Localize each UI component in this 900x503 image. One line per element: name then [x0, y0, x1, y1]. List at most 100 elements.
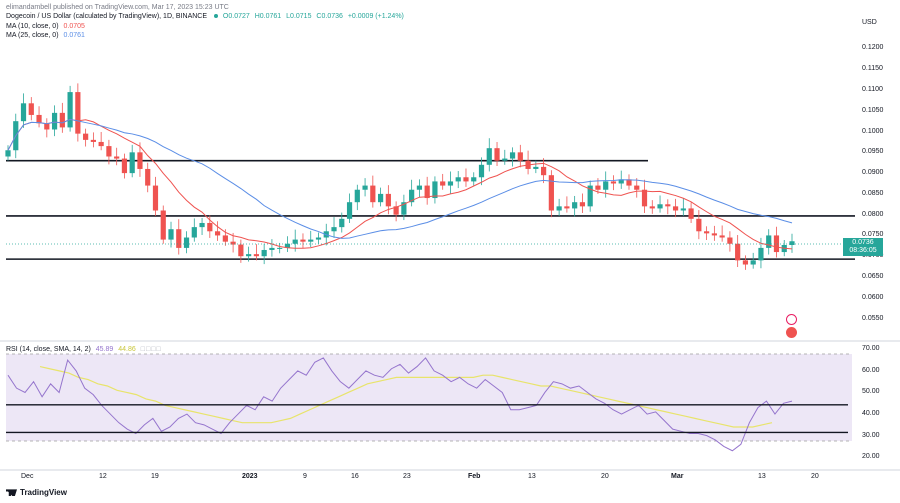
rsi-tick-label: 50.00 [862, 388, 880, 396]
tradingview-logo-icon [6, 489, 17, 497]
last-price-value: 0.0736 [852, 239, 874, 246]
rsi-band [6, 354, 852, 441]
candle-body [20, 103, 27, 122]
brand-name: TradingView [20, 488, 67, 497]
candle-body [463, 177, 469, 182]
candle-body [595, 185, 601, 190]
rsi-sma-value: 44.86 [118, 346, 136, 353]
candle-body [83, 133, 89, 140]
candle-body [719, 235, 725, 238]
price-tick-label: 0.0800 [862, 210, 884, 218]
candle-body [315, 237, 322, 240]
legend-options-icon[interactable]: □□□□ [140, 346, 162, 353]
candle-body [455, 177, 461, 182]
candle-body [183, 237, 190, 248]
candle-body [377, 193, 384, 203]
candle-body [486, 148, 492, 165]
time-tick-label: 13 [528, 473, 536, 480]
rsi-tick-label: 30.00 [862, 431, 880, 439]
price-tick-label: 0.0600 [862, 293, 884, 301]
ohlc-open: O0.0727 [222, 13, 250, 20]
ma25-value: 0.0761 [63, 32, 85, 39]
candle-body [789, 241, 795, 245]
ohlc-change: +0.0009 (+1.24%) [347, 13, 404, 20]
candle-body [284, 243, 291, 248]
candle-body [152, 185, 159, 211]
time-tick-label: 12 [99, 473, 107, 480]
time-tick-label: 19 [151, 473, 159, 480]
candle-body [696, 218, 702, 232]
candle-body [51, 112, 58, 130]
ma10-line [7, 118, 793, 250]
candle-body [277, 247, 283, 249]
candle-body [572, 202, 578, 209]
rsi-tick-label: 20.00 [862, 453, 880, 461]
candle-body [416, 185, 423, 190]
candle-body [587, 185, 593, 207]
candle-body [742, 260, 749, 265]
candle-body [704, 231, 710, 234]
candle-body [657, 204, 663, 209]
candle-body [230, 241, 236, 245]
time-tick-label: 9 [303, 473, 307, 480]
status-dot-icon [213, 14, 218, 19]
candle-body [354, 189, 360, 203]
candle-body [246, 254, 252, 257]
time-tick-label: Dec [21, 473, 34, 480]
candle-body [176, 229, 182, 248]
lightning-alert-icon[interactable] [786, 314, 797, 325]
candle-body [393, 206, 399, 215]
candle-body [502, 158, 508, 161]
candle-body [509, 152, 516, 159]
candle-body [121, 158, 128, 174]
candle-body [269, 247, 275, 250]
last-price-tag: 0.0736 08:36:05 [843, 238, 883, 256]
rsi-horizontal-lines[interactable] [6, 404, 848, 434]
candle-body [59, 112, 65, 128]
candle-body [207, 222, 213, 232]
time-tick-label: 16 [351, 473, 359, 480]
candle-body [191, 227, 197, 238]
us-flag-event-icon[interactable] [786, 327, 797, 338]
candle-body [98, 141, 104, 147]
candle-body [409, 189, 415, 203]
price-tick-label: 0.1000 [862, 127, 884, 135]
symbol-title: Dogecoin / US Dollar (calculated by Trad… [6, 13, 208, 20]
candle-body [432, 181, 438, 199]
ma25-legend[interactable]: MA (25, close, 0) 0.0761 [6, 31, 88, 40]
candle-body [222, 235, 228, 242]
candle-body [556, 206, 562, 211]
price-tick-label: 0.0750 [862, 231, 884, 239]
time-tick-label: 13 [758, 473, 766, 480]
price-tick-label: 0.1150 [862, 65, 883, 73]
rsi-line [7, 357, 793, 452]
published-by: elimandambell published on TradingView.c… [6, 4, 229, 11]
ma10-legend[interactable]: MA (10, close, 0) 0.0705 [6, 22, 88, 31]
candle-body [766, 235, 772, 248]
candle-body [5, 150, 11, 157]
price-axis-currency: USD [862, 19, 877, 26]
tradingview-logo: TradingView [6, 488, 67, 497]
candle-body [494, 148, 500, 161]
candle-body [90, 139, 96, 142]
time-tick-label: 20 [811, 473, 819, 480]
price-tick-label: 0.1050 [862, 106, 884, 114]
rsi-legend[interactable]: RSI (14, close, SMA, 14, 2) 45.89 44.86 … [6, 345, 165, 354]
time-tick-label: 20 [601, 473, 609, 480]
candle-body [308, 239, 314, 242]
candle-body [688, 208, 694, 219]
candle-body [649, 206, 655, 209]
candle-body [541, 166, 547, 176]
price-tick-label: 0.1200 [862, 44, 884, 52]
candle-body [129, 152, 135, 174]
candle-body [67, 92, 73, 128]
candle-body [214, 231, 221, 236]
candle-body [672, 206, 679, 211]
rsi-sma-line [39, 365, 773, 428]
candle-body [758, 247, 764, 261]
candle-body [735, 243, 741, 261]
ohlc-low: L0.0715 [286, 13, 312, 20]
candle-body [440, 181, 446, 186]
candle-body [618, 179, 624, 184]
